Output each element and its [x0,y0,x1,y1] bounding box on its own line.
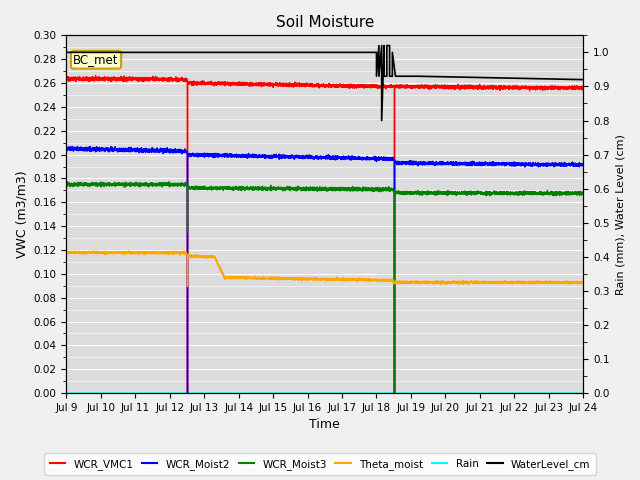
Text: BC_met: BC_met [74,53,119,66]
Y-axis label: VWC (m3/m3): VWC (m3/m3) [15,170,28,258]
Y-axis label: Rain (mm), Water Level (cm): Rain (mm), Water Level (cm) [615,134,625,295]
Legend: WCR_VMC1, WCR_Moist2, WCR_Moist3, Theta_moist, Rain, WaterLevel_cm: WCR_VMC1, WCR_Moist2, WCR_Moist3, Theta_… [44,454,596,475]
X-axis label: Time: Time [309,419,340,432]
Title: Soil Moisture: Soil Moisture [276,15,374,30]
